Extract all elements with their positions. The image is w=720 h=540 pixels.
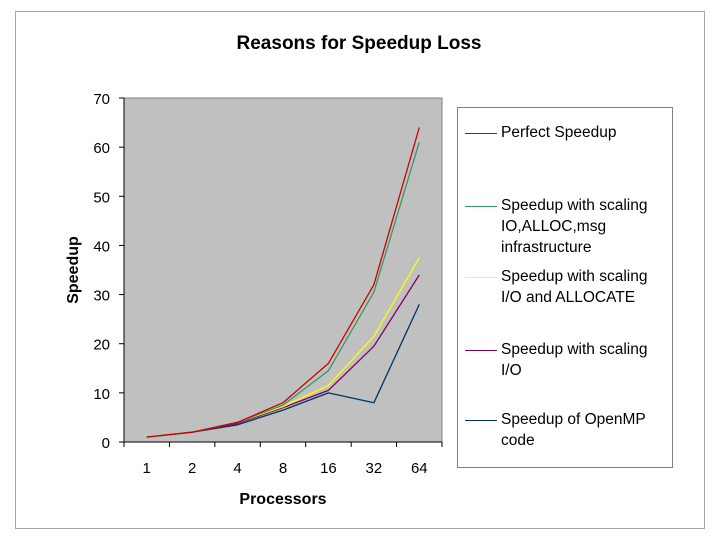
legend-swatch (465, 350, 497, 351)
legend-swatch (465, 133, 497, 134)
legend-label: Speedup with scaling I/O (501, 341, 648, 379)
legend: Perfect Speedup Speedup with scaling IO,… (457, 107, 673, 468)
x-tick-label: 8 (279, 460, 287, 477)
legend-swatch (465, 277, 497, 278)
x-axis-label: Processors (239, 491, 326, 508)
y-tick-label: 40 (93, 238, 110, 255)
legend-label: Perfect Speedup (501, 124, 617, 141)
x-tick-label: 32 (366, 460, 383, 477)
x-tick-label: 4 (233, 460, 241, 477)
x-tick-label: 64 (411, 460, 428, 477)
x-tick-label: 16 (320, 460, 337, 477)
legend-swatch (465, 420, 497, 421)
y-tick-label: 30 (93, 288, 110, 305)
series-layer (146, 127, 420, 438)
legend-label: Speedup of OpenMP code (501, 411, 646, 449)
legend-label: Speedup with scaling IO,ALLOC,msg infras… (501, 197, 648, 256)
x-axis: 1 2 4 8 16 32 64 (123, 441, 443, 477)
y-tick-label: 70 (93, 91, 110, 108)
legend-swatch (465, 206, 497, 207)
y-tick-label: 20 (93, 337, 110, 354)
y-tick-label: 10 (93, 386, 110, 403)
chart-title: Reasons for Speedup Loss (237, 33, 482, 54)
y-axis: 0 10 20 30 40 50 60 70 (93, 91, 125, 452)
x-tick-label: 1 (143, 460, 151, 477)
y-axis-label: Speedup (65, 236, 82, 304)
y-tick-label: 60 (93, 140, 110, 157)
x-tick-label: 2 (188, 460, 196, 477)
series-line-perfect-speedup (146, 127, 420, 438)
y-tick-label: 0 (102, 435, 110, 452)
legend-label: Speedup with scaling I/O and ALLOCATE (501, 268, 648, 306)
y-tick-label: 50 (93, 189, 110, 206)
plot-area (123, 97, 443, 443)
